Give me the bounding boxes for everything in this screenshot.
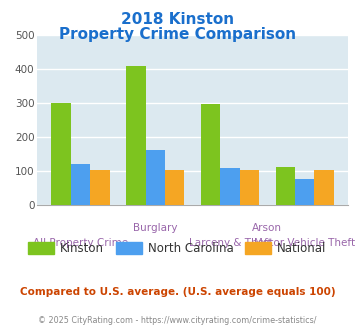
Legend: Kinston, North Carolina, National: Kinston, North Carolina, National (23, 237, 332, 260)
Text: 2018 Kinston: 2018 Kinston (121, 12, 234, 26)
Bar (240, 170, 259, 205)
Bar (275, 167, 295, 205)
Bar (90, 170, 110, 205)
Text: Compared to U.S. average. (U.S. average equals 100): Compared to U.S. average. (U.S. average … (20, 287, 335, 297)
Text: All Property Crime: All Property Crime (33, 238, 128, 248)
Bar (51, 103, 71, 205)
Bar (71, 164, 90, 205)
Bar (126, 66, 146, 205)
Bar (146, 150, 165, 205)
Bar (165, 170, 184, 205)
Text: Motor Vehicle Theft: Motor Vehicle Theft (254, 238, 355, 248)
Text: Larceny & Theft: Larceny & Theft (189, 238, 271, 248)
Text: Property Crime Comparison: Property Crime Comparison (59, 27, 296, 42)
Bar (295, 179, 315, 205)
Text: Burglary: Burglary (133, 223, 178, 233)
Bar (201, 104, 220, 205)
Bar (315, 170, 334, 205)
Bar (220, 168, 240, 205)
Text: © 2025 CityRating.com - https://www.cityrating.com/crime-statistics/: © 2025 CityRating.com - https://www.city… (38, 315, 317, 325)
Text: Arson: Arson (252, 223, 282, 233)
